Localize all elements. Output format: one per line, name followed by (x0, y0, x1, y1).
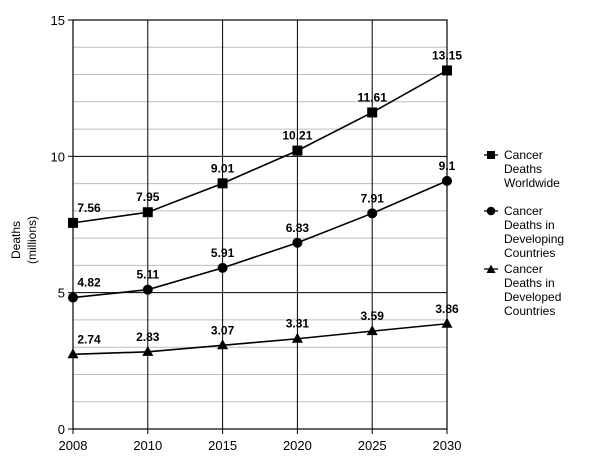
square-marker (68, 217, 78, 228)
square-marker-icon (484, 150, 498, 160)
legend-label-line: Deaths in (504, 218, 555, 232)
triangle-marker (291, 332, 303, 343)
x-tick-label: 2010 (133, 438, 162, 453)
triangle-marker-icon (484, 264, 498, 274)
triangle-marker (67, 348, 79, 359)
circle-marker (68, 292, 78, 303)
data-label: 9.01 (211, 161, 235, 175)
data-label: 2.74 (77, 332, 101, 346)
data-label: 3.31 (286, 317, 310, 331)
square-marker (442, 65, 452, 76)
data-label: 5.11 (136, 268, 159, 282)
circle-marker (442, 175, 452, 186)
series-line (72, 69, 448, 224)
triangle-marker (441, 317, 453, 328)
legend-label-line: Countries (504, 246, 556, 260)
legend-label-line: Cancer (504, 262, 543, 276)
y-tick-label: 0 (58, 422, 65, 437)
triangle-marker (366, 325, 378, 336)
circle-marker (217, 262, 228, 273)
data-label: 7.91 (361, 191, 385, 205)
data-label: 7.95 (136, 190, 160, 204)
y-axis-title: Deaths (9, 221, 23, 259)
legend-label-line: Deaths in (504, 276, 555, 290)
y-tick-label: 15 (51, 13, 65, 28)
data-label: 3.59 (361, 309, 385, 323)
triangle-marker (217, 339, 229, 350)
data-label: 10.21 (282, 129, 312, 143)
data-label: 6.83 (286, 221, 310, 235)
axes: 0 5 10 15 2008 2010 2015 2020 2025 2030 (51, 13, 462, 453)
legend-item-developed: Cancer Deaths in Developed Countries (484, 262, 602, 318)
series-group (67, 65, 453, 359)
square-marker (217, 178, 228, 189)
circle-marker-icon (484, 206, 498, 216)
y-tick-label: 5 (58, 286, 65, 301)
data-label: 2.83 (136, 330, 160, 344)
legend-label-line: Countries (504, 304, 556, 318)
circle-marker (367, 208, 378, 219)
data-label: 13.15 (432, 48, 462, 62)
circle-marker (142, 284, 153, 295)
legend-item-worldwide: Cancer Deaths Worldwide (484, 148, 602, 190)
y-tick-label: 10 (51, 149, 65, 164)
square-marker (142, 207, 153, 218)
plot-frame (72, 19, 448, 430)
legend-label-line: Cancer (504, 148, 543, 162)
series-line (72, 180, 448, 299)
legend-label-line: Developing (504, 232, 565, 246)
x-tick-label: 2025 (358, 438, 387, 453)
data-label: 4.82 (77, 276, 101, 290)
grid (72, 19, 448, 430)
series-line (72, 322, 448, 356)
data-label: 7.56 (77, 201, 101, 215)
square-marker (292, 145, 303, 156)
legend-label-line: Developed (504, 290, 562, 304)
data-label: 5.91 (211, 246, 235, 260)
data-label: 3.07 (211, 323, 235, 337)
x-tick-label: 2030 (433, 438, 462, 453)
legend: Cancer Deaths Worldwide Cancer Deaths in… (484, 148, 602, 332)
data-labels: 7.56 7.95 9.01 10.21 11.61 13.15 4.82 5.11 5.91 6… (77, 48, 462, 346)
square-marker (367, 107, 378, 118)
triangle-marker (142, 345, 154, 356)
data-label: 3.86 (435, 302, 459, 316)
legend-item-developing: Cancer Deaths in Developing Countries (484, 204, 602, 260)
data-label: 11.61 (358, 90, 388, 104)
y-axis-unit: (millions) (25, 216, 39, 264)
legend-label-line: Cancer (504, 204, 543, 218)
legend-label-line: Worldwide (504, 176, 560, 190)
x-tick-label: 2020 (283, 438, 312, 453)
circle-marker (292, 237, 303, 248)
x-tick-label: 2015 (208, 438, 237, 453)
x-tick-label: 2008 (59, 438, 88, 453)
legend-label-line: Deaths (504, 162, 543, 176)
data-label: 9.1 (439, 159, 456, 173)
